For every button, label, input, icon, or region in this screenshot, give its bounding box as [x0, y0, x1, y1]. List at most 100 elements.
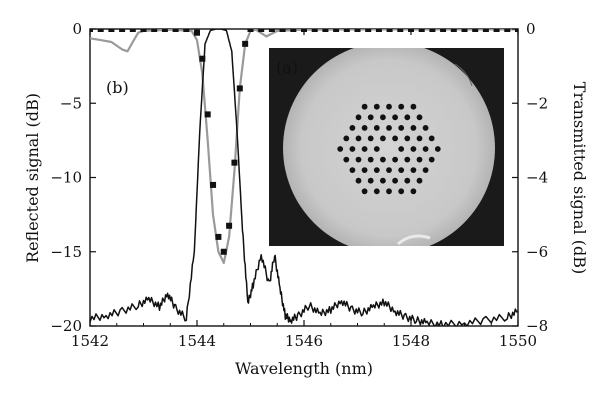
air-hole — [373, 103, 380, 110]
x-tick-label: 1550 — [499, 332, 537, 350]
air-hole — [373, 125, 380, 131]
air-hole — [355, 135, 362, 142]
air-hole — [373, 146, 380, 152]
square-marker — [258, 29, 265, 32]
air-hole — [337, 146, 344, 152]
square-marker — [231, 159, 238, 166]
air-hole — [410, 125, 417, 131]
air-hole — [428, 135, 435, 142]
square-marker — [482, 29, 489, 32]
right-y-axis-title: Transmitted signal (dB) — [570, 82, 589, 274]
y-left-tick-label: −5 — [60, 94, 82, 112]
air-hole — [386, 125, 392, 131]
y-right-tick-label: −4 — [526, 169, 548, 187]
left-y-axis-title: Reflected signal (dB) — [23, 93, 42, 263]
fiber-cladding — [283, 48, 495, 246]
y-right-tick-label: 0 — [526, 20, 536, 38]
square-marker — [97, 29, 104, 32]
x-tick-label: 1544 — [178, 332, 216, 350]
square-marker — [199, 55, 206, 62]
air-hole — [343, 135, 350, 142]
air-hole — [434, 146, 441, 152]
air-hole — [349, 125, 356, 131]
square-marker — [386, 29, 393, 32]
square-marker — [247, 29, 254, 32]
panel-label-b: (b) — [106, 78, 129, 97]
air-hole — [398, 103, 405, 110]
air-hole — [428, 156, 435, 163]
square-marker — [322, 29, 329, 32]
air-hole — [398, 146, 405, 152]
square-marker — [140, 29, 147, 32]
square-marker — [504, 29, 511, 32]
square-marker — [279, 29, 286, 32]
square-marker — [119, 29, 126, 32]
square-marker — [210, 181, 217, 188]
air-hole — [361, 188, 368, 195]
air-hole — [404, 114, 411, 121]
square-marker — [129, 29, 136, 32]
air-hole — [380, 156, 386, 163]
air-hole — [361, 167, 368, 174]
square-marker — [204, 111, 211, 118]
square-marker — [354, 29, 361, 32]
x-axis-title: Wavelength (nm) — [235, 359, 373, 378]
air-hole — [398, 188, 405, 195]
air-hole — [410, 188, 417, 195]
y-left-tick-label: −10 — [50, 169, 82, 187]
series-layer — [90, 29, 518, 326]
air-hole — [416, 135, 423, 142]
square-marker — [472, 29, 479, 32]
air-hole — [361, 146, 368, 152]
air-hole — [422, 125, 429, 131]
x-tick-label: 1546 — [285, 332, 323, 350]
air-hole — [380, 114, 386, 121]
reflected-signal-line — [90, 29, 518, 326]
air-hole — [392, 135, 398, 142]
right-y-axis-ticks: 0 −2 −4 −6 −8 — [512, 20, 548, 335]
square-marker — [375, 29, 382, 32]
square-marker — [108, 29, 115, 32]
square-marker — [161, 29, 168, 32]
air-hole — [422, 167, 429, 174]
air-hole — [398, 167, 405, 174]
square-marker — [290, 29, 297, 32]
air-hole — [343, 156, 350, 163]
square-marker — [440, 29, 447, 32]
air-hole — [349, 167, 356, 174]
air-hole — [392, 156, 398, 163]
square-marker — [268, 29, 275, 32]
x-tick-label: 1542 — [71, 332, 109, 350]
square-marker — [333, 29, 340, 32]
y-left-tick-label: −20 — [50, 317, 82, 335]
inset-fiber-image: (a) — [269, 48, 504, 246]
square-marker — [183, 29, 190, 32]
square-marker — [151, 29, 158, 32]
square-marker — [450, 29, 457, 32]
air-hole — [349, 146, 356, 152]
square-marker — [493, 29, 500, 32]
y-right-tick-label: −8 — [526, 317, 548, 335]
left-y-axis-ticks: 0 −5 −10 −15 −20 — [50, 20, 96, 335]
square-marker — [236, 85, 243, 92]
air-hole — [361, 125, 368, 131]
air-hole — [367, 177, 374, 184]
square-marker — [242, 40, 249, 47]
air-hole — [422, 146, 429, 152]
y-right-tick-label: −2 — [526, 94, 548, 112]
square-marker — [215, 233, 222, 240]
square-marker — [172, 29, 179, 32]
square-marker — [397, 29, 404, 32]
square-marker — [90, 29, 93, 32]
air-hole — [416, 114, 423, 121]
air-hole — [398, 125, 405, 131]
square-marker — [343, 29, 350, 32]
square-marker — [418, 29, 425, 32]
square-marker — [429, 29, 436, 32]
air-hole — [410, 103, 417, 110]
square-marker — [365, 29, 372, 32]
air-hole — [355, 156, 362, 163]
air-hole — [373, 188, 380, 195]
fiber-scratch-mark — [454, 63, 473, 87]
x-axis-ticks: 1542 1544 1546 1548 1550 — [71, 29, 537, 350]
